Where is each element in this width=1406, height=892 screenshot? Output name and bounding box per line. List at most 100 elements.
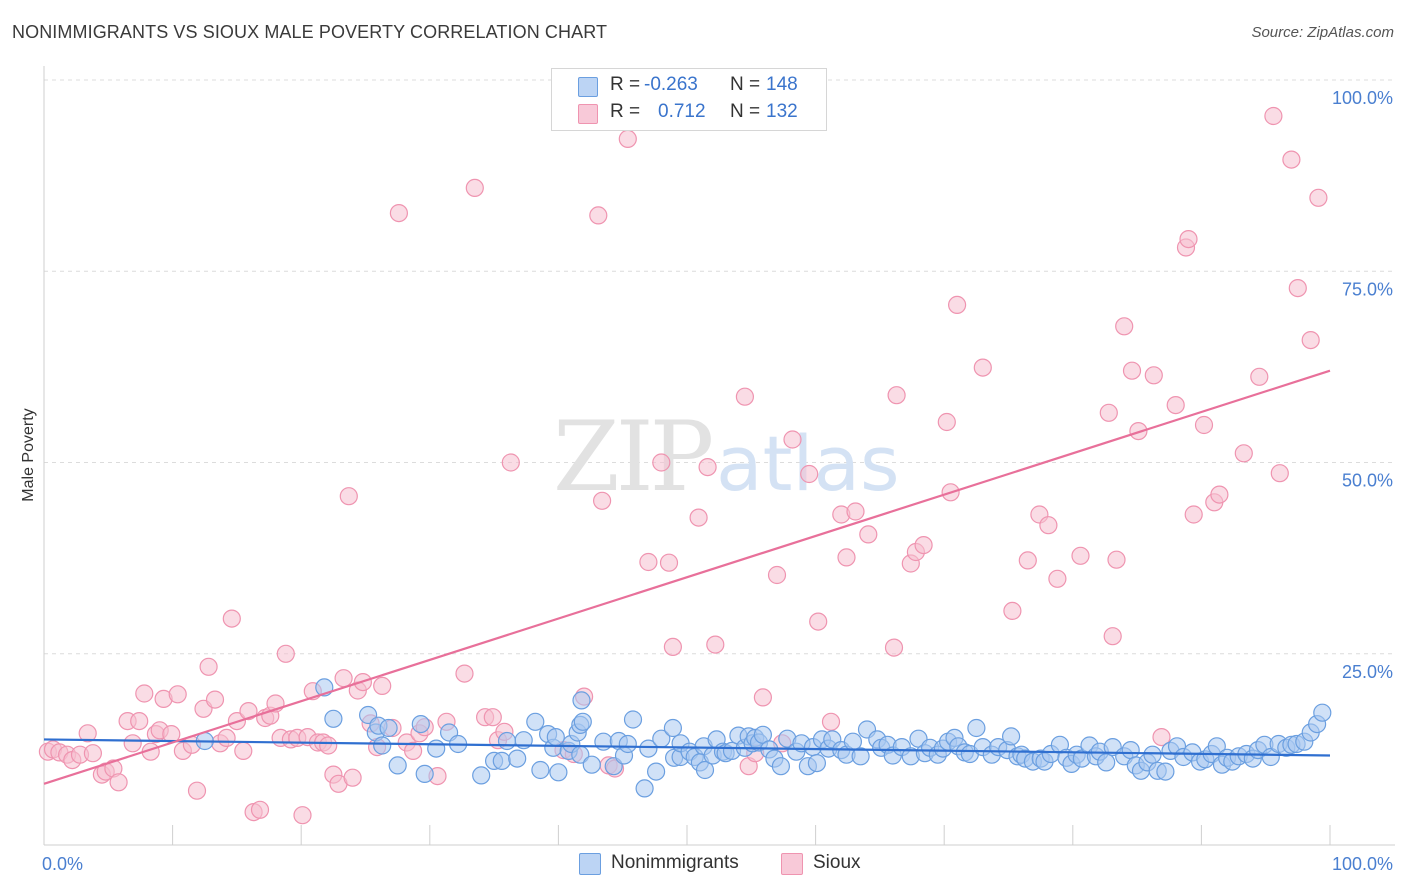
watermark: ZIP atlas: [553, 401, 900, 513]
sioux-point: [800, 464, 819, 484]
sioux-point: [1122, 361, 1142, 380]
sioux-point: [846, 502, 865, 521]
nonimmigrants-point: [549, 763, 568, 782]
sioux-point: [1210, 485, 1229, 504]
sioux-point: [199, 657, 218, 676]
nonimmigrants-point: [663, 718, 683, 738]
nonimmigrants-point: [1001, 727, 1021, 746]
sioux-point: [293, 806, 312, 825]
sioux-point: [937, 412, 956, 432]
legend-swatch-blue: [578, 77, 598, 97]
legend-n-label: N =: [730, 101, 761, 122]
sioux-point: [276, 644, 295, 663]
sioux-point: [652, 453, 671, 472]
sioux-point: [343, 768, 362, 787]
sioux-point: [483, 708, 502, 727]
sioux-point: [123, 734, 142, 753]
sioux-point: [1003, 601, 1022, 621]
sioux-point: [130, 711, 149, 731]
sioux-point: [973, 358, 992, 377]
sioux-point: [1250, 367, 1269, 386]
nonimmigrants-point: [1121, 740, 1140, 760]
legend-swatch-pink: [578, 104, 598, 124]
nonimmigrants-point: [508, 749, 527, 768]
sioux-point: [884, 638, 904, 657]
nonimmigrants-point: [472, 766, 491, 785]
bottom-legend-label: Nonimmigrants: [611, 852, 739, 873]
nonimmigrants-point: [967, 718, 986, 738]
sioux-point: [501, 453, 520, 472]
nonimmigrants-point: [1097, 753, 1116, 772]
sioux-point: [1166, 396, 1185, 415]
sioux-point: [334, 669, 353, 688]
sioux-point: [250, 800, 270, 819]
nonimmigrants-point: [771, 757, 791, 776]
axes: [43, 66, 1395, 846]
legend-r-value: -0.263: [644, 74, 698, 95]
bottom-legend-swatch-pink: [781, 853, 803, 875]
sioux-point: [1048, 569, 1067, 588]
source-label: Source: ZipAtlas.com: [1251, 24, 1394, 41]
sioux-point: [698, 458, 717, 477]
trend-lines: [43, 369, 1331, 785]
y-tick-label: 50.0%: [1342, 471, 1393, 491]
sioux-point: [821, 712, 841, 731]
nonimmigrants-trend-line: [43, 738, 1331, 757]
sioux-point: [1039, 516, 1058, 535]
sioux-point: [783, 430, 802, 449]
sioux-point: [1152, 727, 1171, 747]
sioux-point: [914, 535, 933, 555]
legend-r-label: R =: [610, 74, 641, 95]
y-tick-label: 75.0%: [1342, 279, 1393, 299]
sioux-point: [1099, 403, 1118, 422]
chart-title: NONIMMIGRANTS VS SIOUX MALE POVERTY CORR…: [12, 22, 608, 42]
sioux-point: [404, 741, 423, 761]
sioux-point: [239, 701, 258, 721]
nonimmigrants-point: [1313, 703, 1332, 722]
nonimmigrants-point: [526, 712, 545, 731]
y-axis-label: Male Poverty: [20, 408, 37, 501]
nonimmigrants-point: [623, 710, 643, 729]
sioux-point: [706, 635, 725, 654]
nonimmigrants-point: [531, 760, 550, 780]
bottom-legend-label: Sioux: [813, 852, 861, 873]
nonimmigrants-point: [695, 760, 715, 780]
y-tick-label: 100.0%: [1332, 88, 1393, 108]
sioux-point: [735, 387, 755, 406]
sioux-point: [1184, 505, 1203, 524]
watermark-zip: ZIP: [553, 401, 712, 513]
nonimmigrants-point: [388, 756, 407, 775]
sioux-point: [659, 553, 679, 572]
legend-n-value: 132: [766, 101, 798, 122]
sioux-point: [1194, 415, 1214, 435]
nonimmigrants-point: [379, 718, 398, 738]
sioux-point: [187, 781, 207, 800]
nonimmigrants-point: [582, 755, 601, 774]
sioux-point: [947, 295, 967, 314]
nonimmigrants-point: [415, 764, 434, 784]
sioux-point: [168, 685, 187, 704]
sioux-point: [639, 552, 658, 572]
nonimmigrants-point: [324, 709, 343, 728]
sioux-point: [809, 612, 828, 631]
nonimmigrants-point: [572, 691, 591, 710]
sioux-point: [837, 548, 856, 567]
sioux-point: [753, 688, 773, 707]
nonimmigrants-points: [195, 678, 1332, 798]
nonimmigrants-point: [851, 747, 870, 766]
nonimmigrants-point: [639, 739, 658, 758]
sioux-trend-line: [43, 369, 1331, 785]
nonimmigrants-point: [594, 732, 613, 751]
nonimmigrants-point: [411, 714, 430, 734]
sioux-point: [618, 129, 637, 148]
sioux-point: [83, 744, 103, 763]
sioux-point: [1018, 551, 1037, 570]
sioux-point: [217, 728, 236, 748]
y-tick-label: 25.0%: [1342, 662, 1393, 682]
sioux-point: [389, 204, 408, 223]
nonimmigrants-point: [807, 753, 827, 773]
sioux-point: [1309, 188, 1328, 207]
nonimmigrants-point: [427, 739, 446, 758]
nonimmigrants-point: [635, 779, 654, 798]
legend-r-label: R =: [610, 101, 641, 122]
